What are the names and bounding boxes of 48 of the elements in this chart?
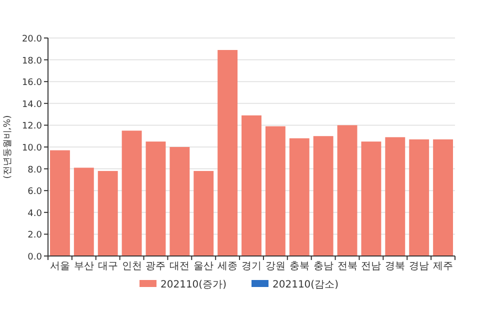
bar [289,138,310,256]
bar [50,150,70,256]
bar [313,136,334,256]
x-tick-label: 부산 [74,261,94,272]
x-tick-label: 충남 [313,261,334,272]
y-tick-label: 6.0 [28,187,42,198]
bar [409,139,430,256]
x-tick-label: 충북 [289,261,310,272]
bar [74,168,94,256]
x-tick-label: 인천 [122,261,142,272]
y-tick-label: 2.0 [28,230,42,241]
y-tick-label: 8.0 [28,165,42,176]
bar [433,139,453,256]
y-tick-label: 20.0 [22,34,42,44]
bar [194,170,214,256]
bar [242,115,262,256]
x-tick-label: 제주 [433,261,454,272]
y-tick-label: 18.0 [22,56,42,66]
y-axis-title: (전년동월비,%) [3,115,13,179]
x-tick-label: 서울 [50,261,70,272]
legend-label: 202110(감소) [272,280,339,290]
legend-label: 202110(증가) [160,280,227,290]
y-tick-label: 0.0 [28,252,42,262]
bar [265,126,286,256]
x-tick-label: 경기 [242,261,262,272]
bar [361,142,382,256]
x-tick-label: 경남 [409,261,430,272]
bar [385,137,406,256]
bar [122,130,142,256]
y-tick-label: 12.0 [22,122,42,132]
bar [170,147,190,256]
x-tick-label: 대전 [170,261,190,272]
x-tick-label: 경북 [385,261,406,272]
y-tick-label: 4.0 [28,208,42,219]
x-tick-label: 광주 [146,261,166,272]
x-tick-label: 대구 [98,261,118,272]
x-tick-label: 울산 [194,261,214,272]
x-tick-label: 강원 [265,261,286,272]
bar [146,142,166,256]
x-tick-label: 세종 [218,261,238,272]
y-tick-label: 16.0 [22,78,42,88]
y-tick-label: 10.0 [22,144,42,154]
x-tick-label: 전남 [361,261,382,272]
y-tick-label: 14.0 [22,100,42,110]
x-tick-label: 전북 [337,261,358,272]
bar [98,170,118,256]
bar [218,50,238,256]
bar [337,125,358,256]
